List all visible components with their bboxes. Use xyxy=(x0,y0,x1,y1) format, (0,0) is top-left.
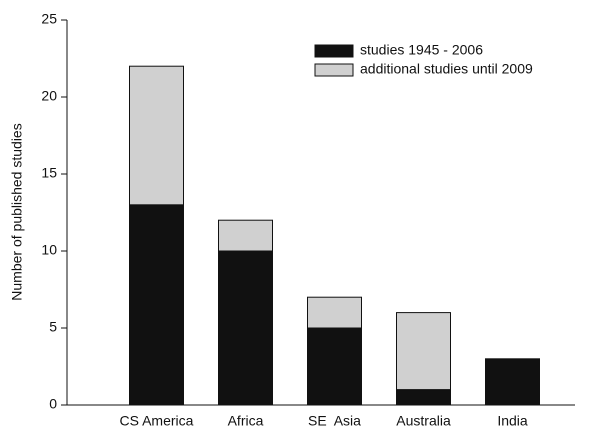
y-tick-label: 10 xyxy=(41,242,57,258)
y-axis-label: Number of published studies xyxy=(9,123,25,300)
y-tick-label: 20 xyxy=(41,88,57,104)
bar-segment xyxy=(396,389,451,406)
legend-swatch xyxy=(314,44,354,58)
x-tick-label: CS America xyxy=(120,413,194,429)
x-tick-label: Australia xyxy=(396,413,451,429)
bar-segment xyxy=(218,250,273,406)
bar-segment xyxy=(307,327,362,406)
x-tick-label: India xyxy=(497,413,528,429)
y-tick-label: 5 xyxy=(49,319,57,335)
bar-segment xyxy=(218,219,273,252)
bar-segment xyxy=(129,65,184,206)
y-tick-label: 25 xyxy=(41,11,57,27)
y-tick-label: 15 xyxy=(41,165,57,181)
x-tick-label: Africa xyxy=(228,413,264,429)
bar-segment xyxy=(129,204,184,406)
legend-swatch xyxy=(314,63,354,77)
bar-segment xyxy=(396,312,451,391)
x-tick-label: SE Asia xyxy=(308,413,361,429)
bar-segment xyxy=(307,296,362,329)
bar-segment xyxy=(485,358,540,406)
legend-label: studies 1945 - 2006 xyxy=(360,42,483,58)
legend-label: additional studies until 2009 xyxy=(360,61,533,77)
y-tick-label: 0 xyxy=(49,396,57,412)
